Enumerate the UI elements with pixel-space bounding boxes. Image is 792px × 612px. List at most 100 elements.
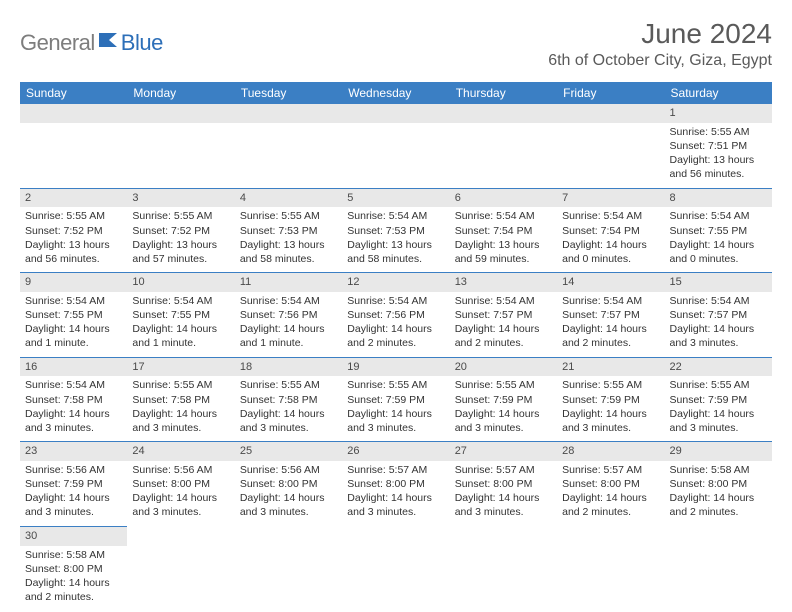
calendar-day-cell: 10Sunrise: 5:54 AMSunset: 7:55 PMDayligh… [127, 273, 234, 358]
day-details: Sunrise: 5:54 AMSunset: 7:57 PMDaylight:… [455, 294, 552, 351]
day-details: Sunrise: 5:58 AMSunset: 8:00 PMDaylight:… [670, 463, 767, 520]
day-number: 4 [235, 189, 342, 208]
sunrise-text: Sunrise: 5:54 AM [562, 209, 659, 223]
day-number: 12 [342, 273, 449, 292]
calendar-day-cell: 14Sunrise: 5:54 AMSunset: 7:57 PMDayligh… [557, 273, 664, 358]
daylight-text: Daylight: 14 hours and 2 minutes. [562, 322, 659, 350]
sunrise-text: Sunrise: 5:57 AM [455, 463, 552, 477]
sunset-text: Sunset: 7:53 PM [347, 224, 444, 238]
day-details: Sunrise: 5:54 AMSunset: 7:56 PMDaylight:… [240, 294, 337, 351]
sunset-text: Sunset: 7:59 PM [562, 393, 659, 407]
weekday-header: Wednesday [342, 82, 449, 104]
calendar-day-cell: 3Sunrise: 5:55 AMSunset: 7:52 PMDaylight… [127, 188, 234, 273]
day-details: Sunrise: 5:54 AMSunset: 7:56 PMDaylight:… [347, 294, 444, 351]
calendar-table: Sunday Monday Tuesday Wednesday Thursday… [20, 82, 772, 610]
day-number-empty [235, 104, 342, 123]
sunset-text: Sunset: 8:00 PM [562, 477, 659, 491]
daylight-text: Daylight: 14 hours and 3 minutes. [670, 322, 767, 350]
day-details: Sunrise: 5:55 AMSunset: 7:59 PMDaylight:… [670, 378, 767, 435]
day-number-empty [342, 104, 449, 123]
logo-text-blue: Blue [121, 30, 163, 56]
sunset-text: Sunset: 8:00 PM [455, 477, 552, 491]
daylight-text: Daylight: 14 hours and 0 minutes. [562, 238, 659, 266]
sunset-text: Sunset: 7:59 PM [455, 393, 552, 407]
sunrise-text: Sunrise: 5:54 AM [562, 294, 659, 308]
sunset-text: Sunset: 7:54 PM [562, 224, 659, 238]
day-details: Sunrise: 5:57 AMSunset: 8:00 PMDaylight:… [455, 463, 552, 520]
sunrise-text: Sunrise: 5:54 AM [132, 294, 229, 308]
sunrise-text: Sunrise: 5:54 AM [455, 294, 552, 308]
calendar-day-cell [235, 526, 342, 610]
daylight-text: Daylight: 14 hours and 2 minutes. [455, 322, 552, 350]
sunset-text: Sunset: 7:52 PM [25, 224, 122, 238]
daylight-text: Daylight: 14 hours and 3 minutes. [670, 407, 767, 435]
daylight-text: Daylight: 13 hours and 58 minutes. [347, 238, 444, 266]
day-details: Sunrise: 5:54 AMSunset: 7:57 PMDaylight:… [670, 294, 767, 351]
daylight-text: Daylight: 14 hours and 2 minutes. [25, 576, 122, 604]
day-details: Sunrise: 5:55 AMSunset: 7:51 PMDaylight:… [670, 125, 767, 182]
calendar-week-row: 1Sunrise: 5:55 AMSunset: 7:51 PMDaylight… [20, 104, 772, 188]
sunset-text: Sunset: 7:56 PM [240, 308, 337, 322]
daylight-text: Daylight: 14 hours and 0 minutes. [670, 238, 767, 266]
sunrise-text: Sunrise: 5:58 AM [25, 548, 122, 562]
weekday-header: Thursday [450, 82, 557, 104]
calendar-day-cell: 24Sunrise: 5:56 AMSunset: 8:00 PMDayligh… [127, 442, 234, 527]
daylight-text: Daylight: 14 hours and 3 minutes. [455, 491, 552, 519]
sunset-text: Sunset: 7:59 PM [347, 393, 444, 407]
sunrise-text: Sunrise: 5:54 AM [25, 378, 122, 392]
sunrise-text: Sunrise: 5:55 AM [562, 378, 659, 392]
sunrise-text: Sunrise: 5:56 AM [240, 463, 337, 477]
sunrise-text: Sunrise: 5:55 AM [670, 125, 767, 139]
day-number: 9 [20, 273, 127, 292]
daylight-text: Daylight: 13 hours and 56 minutes. [670, 153, 767, 181]
day-details: Sunrise: 5:54 AMSunset: 7:55 PMDaylight:… [670, 209, 767, 266]
sunset-text: Sunset: 7:55 PM [670, 224, 767, 238]
day-details: Sunrise: 5:56 AMSunset: 8:00 PMDaylight:… [240, 463, 337, 520]
calendar-day-cell: 2Sunrise: 5:55 AMSunset: 7:52 PMDaylight… [20, 188, 127, 273]
day-number: 17 [127, 358, 234, 377]
sunset-text: Sunset: 7:59 PM [25, 477, 122, 491]
sunrise-text: Sunrise: 5:55 AM [240, 378, 337, 392]
calendar-day-cell: 27Sunrise: 5:57 AMSunset: 8:00 PMDayligh… [450, 442, 557, 527]
calendar-week-row: 16Sunrise: 5:54 AMSunset: 7:58 PMDayligh… [20, 357, 772, 442]
daylight-text: Daylight: 14 hours and 3 minutes. [347, 491, 444, 519]
daylight-text: Daylight: 14 hours and 2 minutes. [347, 322, 444, 350]
calendar-day-cell: 11Sunrise: 5:54 AMSunset: 7:56 PMDayligh… [235, 273, 342, 358]
calendar-day-cell [557, 526, 664, 610]
day-number: 7 [557, 189, 664, 208]
day-number: 24 [127, 442, 234, 461]
sunrise-text: Sunrise: 5:55 AM [132, 209, 229, 223]
weekday-header: Tuesday [235, 82, 342, 104]
calendar-day-cell: 28Sunrise: 5:57 AMSunset: 8:00 PMDayligh… [557, 442, 664, 527]
sunrise-text: Sunrise: 5:55 AM [240, 209, 337, 223]
sunrise-text: Sunrise: 5:55 AM [25, 209, 122, 223]
calendar-day-cell: 7Sunrise: 5:54 AMSunset: 7:54 PMDaylight… [557, 188, 664, 273]
calendar-day-cell [450, 526, 557, 610]
daylight-text: Daylight: 14 hours and 3 minutes. [25, 491, 122, 519]
calendar-day-cell: 15Sunrise: 5:54 AMSunset: 7:57 PMDayligh… [665, 273, 772, 358]
calendar-week-row: 9Sunrise: 5:54 AMSunset: 7:55 PMDaylight… [20, 273, 772, 358]
daylight-text: Daylight: 13 hours and 58 minutes. [240, 238, 337, 266]
calendar-day-cell [20, 104, 127, 188]
sunset-text: Sunset: 7:59 PM [670, 393, 767, 407]
day-number-empty [450, 104, 557, 123]
calendar-day-cell: 16Sunrise: 5:54 AMSunset: 7:58 PMDayligh… [20, 357, 127, 442]
day-number-empty [557, 104, 664, 123]
daylight-text: Daylight: 14 hours and 1 minute. [132, 322, 229, 350]
day-number: 23 [20, 442, 127, 461]
day-details: Sunrise: 5:54 AMSunset: 7:57 PMDaylight:… [562, 294, 659, 351]
calendar-day-cell: 29Sunrise: 5:58 AMSunset: 8:00 PMDayligh… [665, 442, 772, 527]
sunrise-text: Sunrise: 5:54 AM [670, 209, 767, 223]
day-number-empty [127, 104, 234, 123]
day-details: Sunrise: 5:55 AMSunset: 7:52 PMDaylight:… [132, 209, 229, 266]
sunset-text: Sunset: 7:58 PM [25, 393, 122, 407]
daylight-text: Daylight: 14 hours and 3 minutes. [25, 407, 122, 435]
sunrise-text: Sunrise: 5:54 AM [347, 209, 444, 223]
day-details: Sunrise: 5:54 AMSunset: 7:54 PMDaylight:… [562, 209, 659, 266]
day-details: Sunrise: 5:55 AMSunset: 7:59 PMDaylight:… [455, 378, 552, 435]
sunrise-text: Sunrise: 5:55 AM [132, 378, 229, 392]
day-number: 30 [20, 527, 127, 546]
day-number: 3 [127, 189, 234, 208]
calendar-day-cell: 9Sunrise: 5:54 AMSunset: 7:55 PMDaylight… [20, 273, 127, 358]
calendar-day-cell: 8Sunrise: 5:54 AMSunset: 7:55 PMDaylight… [665, 188, 772, 273]
